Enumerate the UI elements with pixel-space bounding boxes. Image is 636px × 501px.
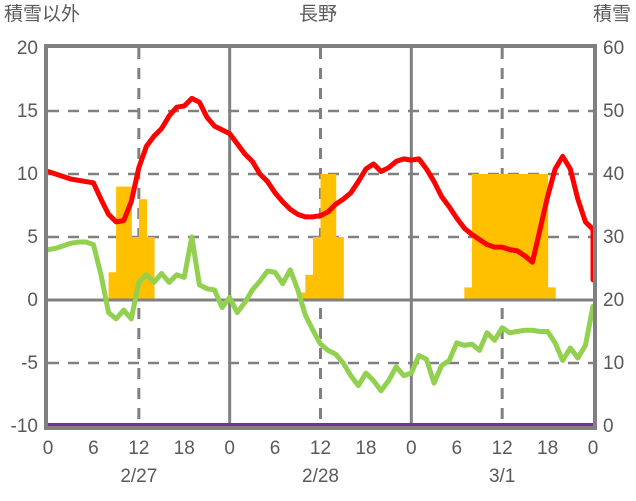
x-tick-label: 18	[173, 438, 195, 459]
y-left-tick-label: 0	[27, 290, 38, 311]
right-axis-title: 積雪	[592, 4, 631, 25]
precipitation-bar	[131, 237, 140, 300]
y-right-tick-label: 30	[603, 227, 625, 248]
y-right-tick-label: 20	[603, 290, 625, 311]
left-axis-title: 積雪以外	[4, 4, 81, 25]
precipitation-bar	[524, 174, 534, 300]
precipitation-bar	[517, 174, 526, 300]
precipitation-bar	[146, 237, 155, 300]
precipitation-bar	[312, 237, 322, 300]
plot-area	[44, 44, 597, 430]
y-right-tick-label: 10	[603, 353, 625, 374]
precipitation-bar	[509, 174, 518, 300]
chart-canvas	[48, 48, 593, 426]
y-left-tick-label: 15	[16, 101, 38, 122]
x-tick-label: 12	[491, 438, 513, 459]
precipitation-bar	[479, 174, 488, 300]
precipitation-bar	[305, 274, 314, 300]
y-left-tick-label: -5	[21, 353, 38, 374]
y-right-tick-label: 40	[603, 164, 625, 185]
x-axis-day-labels: 2/27 2/28 3/1	[0, 466, 636, 496]
x-tick-label: 6	[269, 438, 281, 459]
precipitation-bar	[138, 199, 148, 300]
plot-wrapper	[44, 44, 597, 430]
y-right-tick-label: 50	[603, 101, 625, 122]
precipitation-bar	[116, 186, 125, 300]
x-tick-label: 0	[406, 438, 417, 459]
chart-title: 長野	[298, 4, 337, 25]
precipitation-bar	[335, 237, 344, 300]
y-axis-left: 20 15 10 5 0 -5 -10	[0, 0, 38, 501]
x-tick-label: 18	[355, 438, 377, 459]
x-tick-label: 12	[309, 438, 332, 459]
x-day-label: 3/1	[488, 466, 516, 487]
data-lines	[48, 95, 593, 426]
x-day-label: 2/27	[120, 466, 158, 487]
x-tick-label: 0	[224, 438, 235, 459]
x-tick-label: 6	[451, 438, 463, 459]
y-left-tick-label: 5	[27, 227, 38, 248]
x-axis-ticks: 0 6 12 18 0 6 12 18 0 6 12 18 0	[0, 438, 636, 464]
x-tick-label: 6	[88, 438, 99, 459]
precipitation-bar	[540, 174, 549, 300]
precipitation-bar	[320, 174, 329, 300]
y-right-tick-label: 60	[603, 38, 625, 59]
series-line-気温	[48, 234, 593, 394]
y-left-tick-label: 10	[16, 164, 38, 185]
x-day-label: 2/28	[302, 466, 339, 487]
precipitation-bar	[108, 272, 117, 300]
precipitation-bar	[328, 174, 337, 300]
precipitation-bar	[487, 174, 496, 300]
precipitation-bar	[547, 287, 556, 300]
x-tick-label: 18	[537, 438, 559, 459]
x-tick-label: 0	[42, 438, 54, 459]
precipitation-bar	[123, 186, 132, 300]
precipitation-bar	[502, 174, 511, 300]
x-tick-label: 12	[128, 438, 150, 459]
precipitation-bar	[494, 174, 503, 300]
x-tick-label: 0	[587, 438, 599, 459]
y-left-tick-label: -10	[10, 416, 38, 437]
y-left-tick-label: 20	[16, 38, 38, 59]
y-right-tick-label: 0	[603, 416, 614, 437]
precipitation-bar	[464, 287, 473, 300]
y-axis-right: 60 50 40 30 20 10 0	[603, 0, 636, 501]
series-line-積雪以外	[48, 95, 593, 283]
